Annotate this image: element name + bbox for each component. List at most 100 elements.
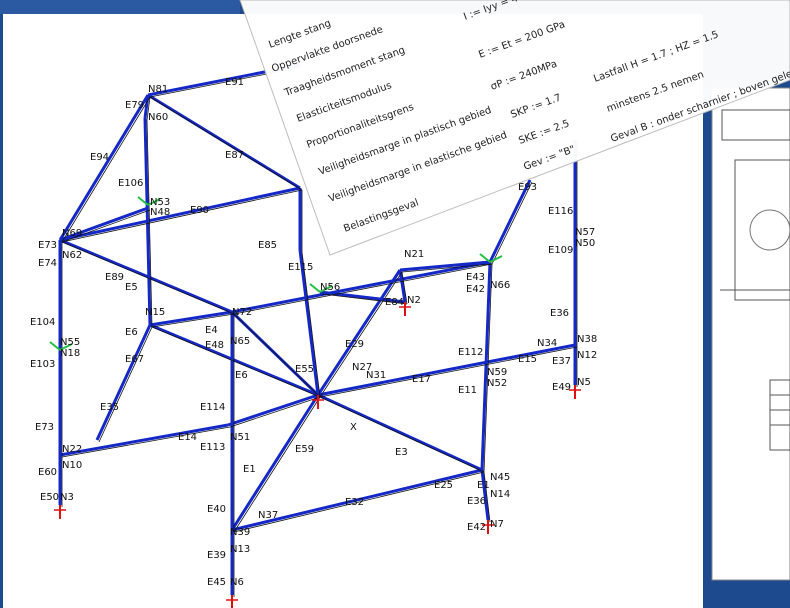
node-label: E37 <box>552 356 571 367</box>
member <box>398 269 407 303</box>
node-label: E59 <box>295 444 314 455</box>
node-label: N3 <box>60 492 74 503</box>
node-label: E113 <box>200 442 225 453</box>
node-label: E6 <box>125 327 138 338</box>
member <box>147 93 301 190</box>
member <box>480 261 492 471</box>
node-label: N34 <box>537 338 557 349</box>
member <box>59 186 301 242</box>
member <box>231 260 491 314</box>
member <box>59 238 233 314</box>
node-label: E17 <box>412 374 431 385</box>
node-label: E116 <box>548 206 573 217</box>
frame <box>49 63 581 608</box>
node-label: E39 <box>207 550 226 561</box>
member <box>143 117 152 326</box>
node-label: E4 <box>205 325 218 336</box>
node-label: E36 <box>550 308 569 319</box>
member <box>488 179 532 263</box>
member-shadow <box>61 209 151 243</box>
member <box>317 393 483 472</box>
node-label: N53 <box>150 197 170 208</box>
member <box>58 94 150 241</box>
member-shadow <box>149 96 303 191</box>
node-label: N27 <box>352 362 372 373</box>
node-label: E60 <box>38 467 57 478</box>
node-label: N52 <box>487 378 507 389</box>
member <box>298 249 320 396</box>
node-label: E89 <box>105 272 124 283</box>
member <box>231 468 483 532</box>
node-label: E3 <box>395 447 408 458</box>
member-shadow <box>401 263 493 273</box>
node-label: N51 <box>230 432 250 443</box>
member-shadow <box>146 119 153 328</box>
node-label: E103 <box>30 359 55 370</box>
node-label: N2 <box>407 295 421 306</box>
node-label: E91 <box>225 77 244 88</box>
node-label: E93 <box>518 182 537 193</box>
load-arrow <box>479 253 503 263</box>
node-label: X <box>350 422 357 433</box>
node-label: E85 <box>258 240 277 251</box>
node-label: E1 <box>477 480 490 491</box>
member-shadow <box>319 271 403 398</box>
node-label: N18 <box>60 348 80 359</box>
node-label: N48 <box>150 207 170 218</box>
node-label: E35 <box>100 402 119 413</box>
load-arrow <box>309 283 333 293</box>
title-bar <box>0 0 240 14</box>
node-label: E114 <box>200 402 225 413</box>
member-shadow <box>61 96 151 243</box>
member-shadow <box>491 181 533 265</box>
member <box>59 423 229 457</box>
node-label: E50 <box>40 492 59 503</box>
node-label: N59 <box>487 367 507 378</box>
member <box>319 290 406 304</box>
node-label: N13 <box>230 544 250 555</box>
node-label: N57 <box>575 227 595 238</box>
node-label: E84 <box>385 297 404 308</box>
node-label: E73 <box>35 422 54 433</box>
node-label: E11 <box>458 385 477 396</box>
node-label: E25 <box>434 480 453 491</box>
node-label: N66 <box>490 280 510 291</box>
node-label: E29 <box>345 339 364 350</box>
member-shadow <box>321 293 408 305</box>
member-shadow <box>233 313 321 398</box>
node-label: E45 <box>207 577 226 588</box>
node-label: N50 <box>575 238 595 249</box>
node-label: E67 <box>125 354 144 365</box>
node-label: E36 <box>467 496 486 507</box>
member-shadow <box>233 471 485 533</box>
node-label: N14 <box>490 489 510 500</box>
member <box>59 206 149 242</box>
node-label: N38 <box>577 334 597 345</box>
node-label: N37 <box>258 510 278 521</box>
node-label: N55 <box>60 337 80 348</box>
node-label: E55 <box>295 364 314 375</box>
node-label: E87 <box>225 150 244 161</box>
node-label: E49 <box>552 382 571 393</box>
member-shadow <box>98 326 153 443</box>
node-label: N10 <box>62 460 82 471</box>
node-label: E43 <box>466 272 485 283</box>
node-label: N12 <box>577 350 597 361</box>
node-label: N69 <box>62 228 82 239</box>
node-label: N15 <box>145 307 165 318</box>
node-label: E104 <box>30 317 55 328</box>
node-label: N45 <box>490 472 510 483</box>
node-label: N81 <box>148 84 168 95</box>
member-shadow <box>233 263 493 315</box>
node-label: E112 <box>458 347 483 358</box>
member <box>227 393 319 427</box>
member-shadow <box>61 241 235 315</box>
node-label: N62 <box>62 250 82 261</box>
member <box>399 260 491 272</box>
node-label: E14 <box>178 432 197 443</box>
member <box>95 324 152 441</box>
node-label: N22 <box>62 444 82 455</box>
member-shadow <box>61 189 303 243</box>
